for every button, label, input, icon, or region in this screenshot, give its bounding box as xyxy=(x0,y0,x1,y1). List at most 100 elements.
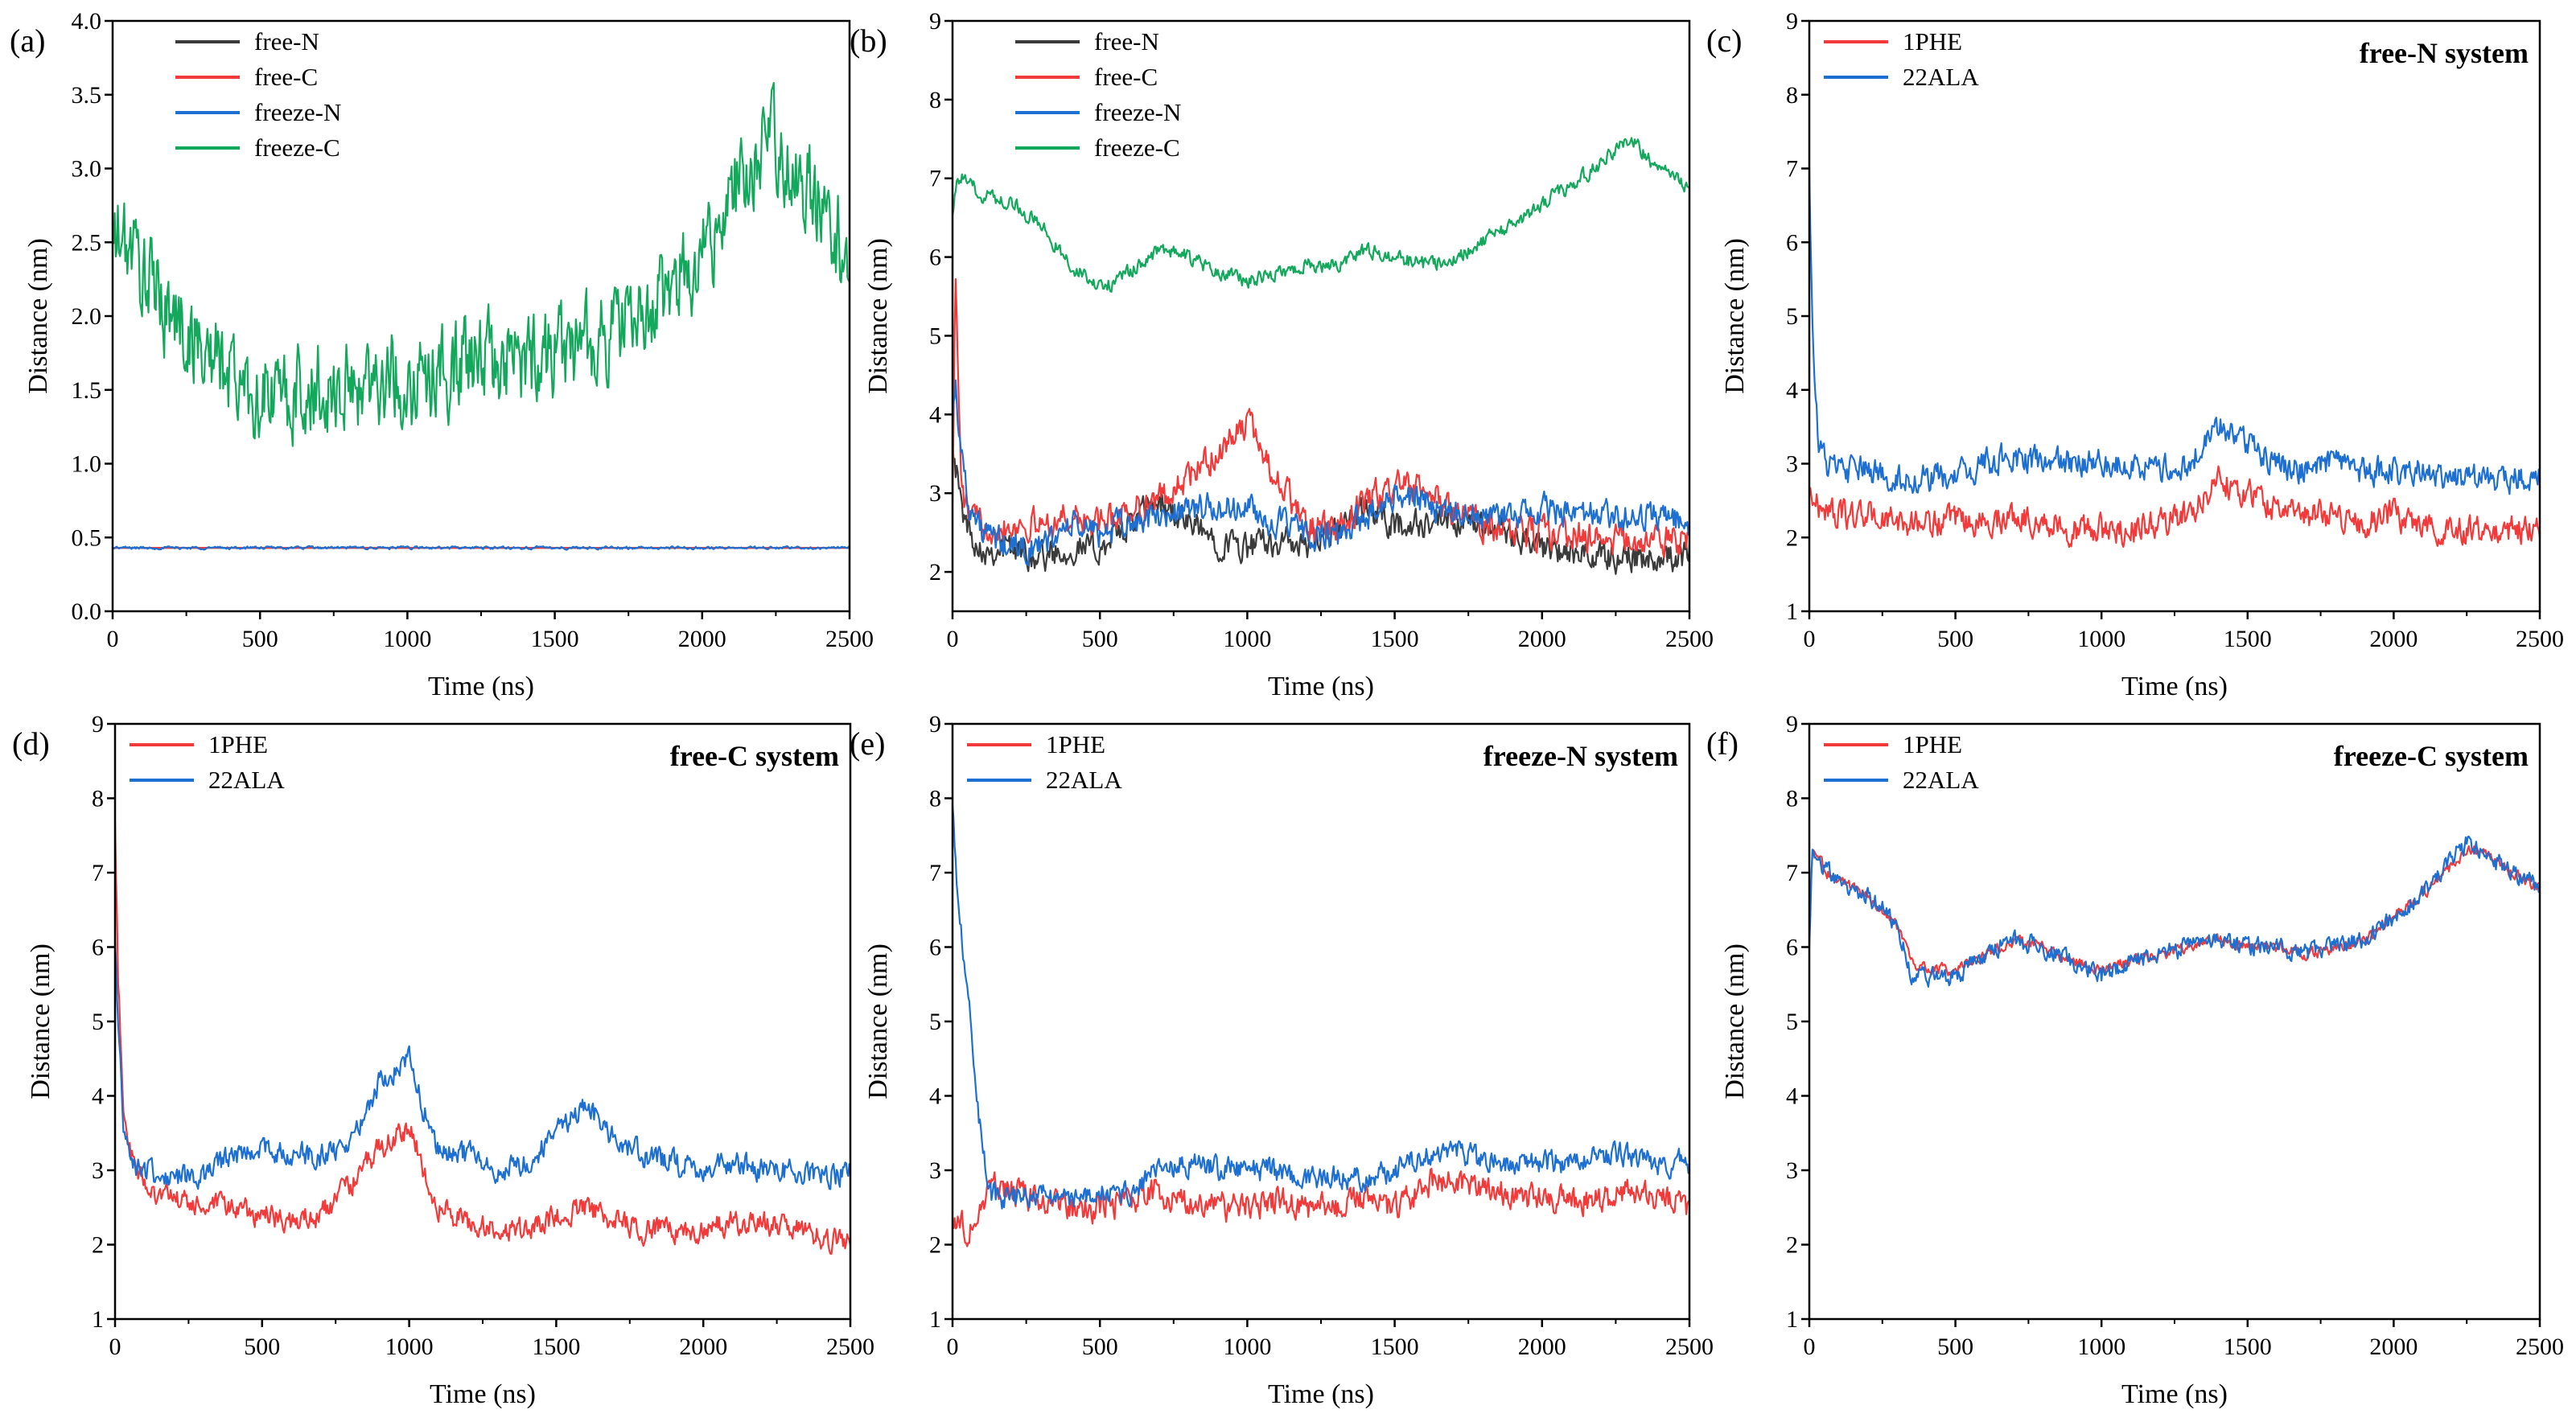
y-tick-label: 2 xyxy=(1786,1232,1798,1259)
y-tick-label: 1 xyxy=(929,1306,941,1333)
legend-label-22ALA: 22ALA xyxy=(1903,766,1979,794)
panel-label: (a) xyxy=(10,23,45,59)
legend-label-freeze-C: freeze-C xyxy=(254,134,340,162)
legend-label-free-C: free-C xyxy=(254,63,318,91)
x-tick-label: 1500 xyxy=(532,1334,580,1360)
y-tick-label: 9 xyxy=(929,711,941,738)
y-tick-label: 3.5 xyxy=(72,82,102,109)
legend: free-N free-C freeze-N freeze-C xyxy=(1015,27,1181,162)
panel-5: 0 500 1000 1500 2000 2500 1 2 3 4 5 6 7 8 9 Time (ns) Di… xyxy=(1706,711,2564,1409)
y-tick-label: 1 xyxy=(1786,1306,1798,1333)
legend-label-1PHE: 1PHE xyxy=(208,730,268,758)
y-axis-title: Distance (nm) xyxy=(863,238,893,394)
x-axis-title: Time (ns) xyxy=(1268,672,1374,701)
legend-label-free-N: free-N xyxy=(1094,27,1159,55)
y-tick-label: 4 xyxy=(1786,377,1798,404)
series-line-22ALA xyxy=(953,804,1689,1210)
legend-label-22ALA: 22ALA xyxy=(1046,766,1122,794)
legend-label-22ALA: 22ALA xyxy=(208,766,285,794)
x-tick-label: 1000 xyxy=(1223,626,1271,652)
y-tick-label: 2 xyxy=(92,1232,104,1259)
series-line-22ALA xyxy=(1809,835,2540,988)
y-tick-label: 7 xyxy=(929,166,941,192)
x-tick-label: 2000 xyxy=(2369,626,2418,652)
series-line-1PHE xyxy=(953,1167,1689,1247)
y-tick-label: 6 xyxy=(929,245,941,271)
y-tick-label: 9 xyxy=(92,711,104,738)
panel-2: 0 500 1000 1500 2000 2500 1 2 3 4 5 6 7 8 9 Time (ns) Di… xyxy=(1706,8,2564,701)
y-tick-label: 5 xyxy=(1786,303,1798,330)
x-tick-label: 2500 xyxy=(826,1334,874,1360)
x-tick-label: 1000 xyxy=(1223,1334,1271,1360)
panel-label: (e) xyxy=(850,725,885,762)
y-tick-label: 0.5 xyxy=(72,524,102,551)
series-group xyxy=(115,821,850,1256)
x-tick-label: 0 xyxy=(947,1334,959,1360)
x-tick-label: 2500 xyxy=(1665,626,1714,652)
x-tick-label: 2000 xyxy=(679,1334,727,1360)
x-axis-title: Time (ns) xyxy=(2121,672,2228,701)
y-tick-label: 4.0 xyxy=(72,8,102,35)
y-tick-label: 8 xyxy=(929,786,941,812)
legend-label-free-C: free-C xyxy=(1094,63,1158,91)
y-axis-title: Distance (nm) xyxy=(23,238,53,394)
y-tick-label: 3 xyxy=(929,1157,941,1184)
plot-frame xyxy=(1808,722,2541,1321)
x-tick-label: 1500 xyxy=(1371,626,1419,652)
y-tick-label: 6 xyxy=(929,935,941,961)
x-tick-label: 1000 xyxy=(2077,626,2125,652)
x-tick-label: 2500 xyxy=(2516,1334,2564,1360)
y-tick-label: 4 xyxy=(92,1083,104,1110)
series-group xyxy=(1809,835,2540,988)
legend: 1PHE 22ALA xyxy=(130,730,285,794)
x-axis-title: Time (ns) xyxy=(1268,1379,1374,1409)
x-tick-label: 2500 xyxy=(1665,1334,1714,1360)
y-tick-label: 9 xyxy=(1786,711,1798,738)
y-tick-label: 4 xyxy=(929,1083,941,1110)
legend-label-freeze-N: freeze-N xyxy=(254,98,341,126)
x-axis-title: Time (ns) xyxy=(2121,1379,2228,1409)
x-tick-label: 0 xyxy=(1804,626,1816,652)
x-tick-label: 2000 xyxy=(678,626,726,652)
series-line-free-C xyxy=(953,277,1689,559)
y-tick-label: 0.0 xyxy=(72,598,102,625)
series-line-22ALA xyxy=(1809,170,2540,495)
x-tick-label: 500 xyxy=(1082,626,1118,652)
y-tick-label: 5 xyxy=(929,323,941,349)
system-annotation: freeze-C system xyxy=(2334,740,2529,772)
x-tick-label: 500 xyxy=(1937,626,1973,652)
system-annotation: freeze-N system xyxy=(1483,740,1678,772)
y-tick-label: 9 xyxy=(929,8,941,35)
y-tick-label: 2.0 xyxy=(72,303,102,330)
y-tick-label: 3 xyxy=(929,480,941,507)
legend-label-22ALA: 22ALA xyxy=(1903,63,1979,91)
legend-label-free-N: free-N xyxy=(254,27,319,55)
series-line-1PHE xyxy=(115,821,850,1256)
legend-label-freeze-N: freeze-N xyxy=(1094,98,1181,126)
legend: 1PHE 22ALA xyxy=(1824,730,1979,794)
series-line-1PHE xyxy=(1809,465,2540,549)
x-tick-label: 0 xyxy=(109,1334,121,1360)
series-group xyxy=(113,81,850,551)
series-line-22ALA xyxy=(115,940,850,1190)
x-tick-label: 1000 xyxy=(385,1334,434,1360)
y-tick-label: 2 xyxy=(929,559,941,586)
legend: 1PHE 22ALA xyxy=(1824,27,1979,91)
x-tick-label: 0 xyxy=(107,626,119,652)
y-tick-label: 1.0 xyxy=(72,451,102,478)
plot-frame xyxy=(951,722,1691,1321)
x-tick-label: 500 xyxy=(1082,1334,1118,1360)
panel-label: (f) xyxy=(1706,725,1739,762)
x-tick-label: 1500 xyxy=(2224,1334,2272,1360)
y-tick-label: 9 xyxy=(1786,8,1798,35)
x-tick-label: 2000 xyxy=(1518,1334,1566,1360)
x-tick-label: 2000 xyxy=(1518,626,1566,652)
plot-frame xyxy=(111,19,851,613)
y-tick-label: 6 xyxy=(1786,935,1798,961)
x-tick-label: 1000 xyxy=(383,626,431,652)
x-tick-label: 2000 xyxy=(2369,1334,2418,1360)
y-tick-label: 7 xyxy=(92,860,104,886)
series-line-freeze-C xyxy=(113,81,850,447)
y-axis-title: Distance (nm) xyxy=(1720,238,1750,394)
y-tick-label: 6 xyxy=(92,935,104,961)
